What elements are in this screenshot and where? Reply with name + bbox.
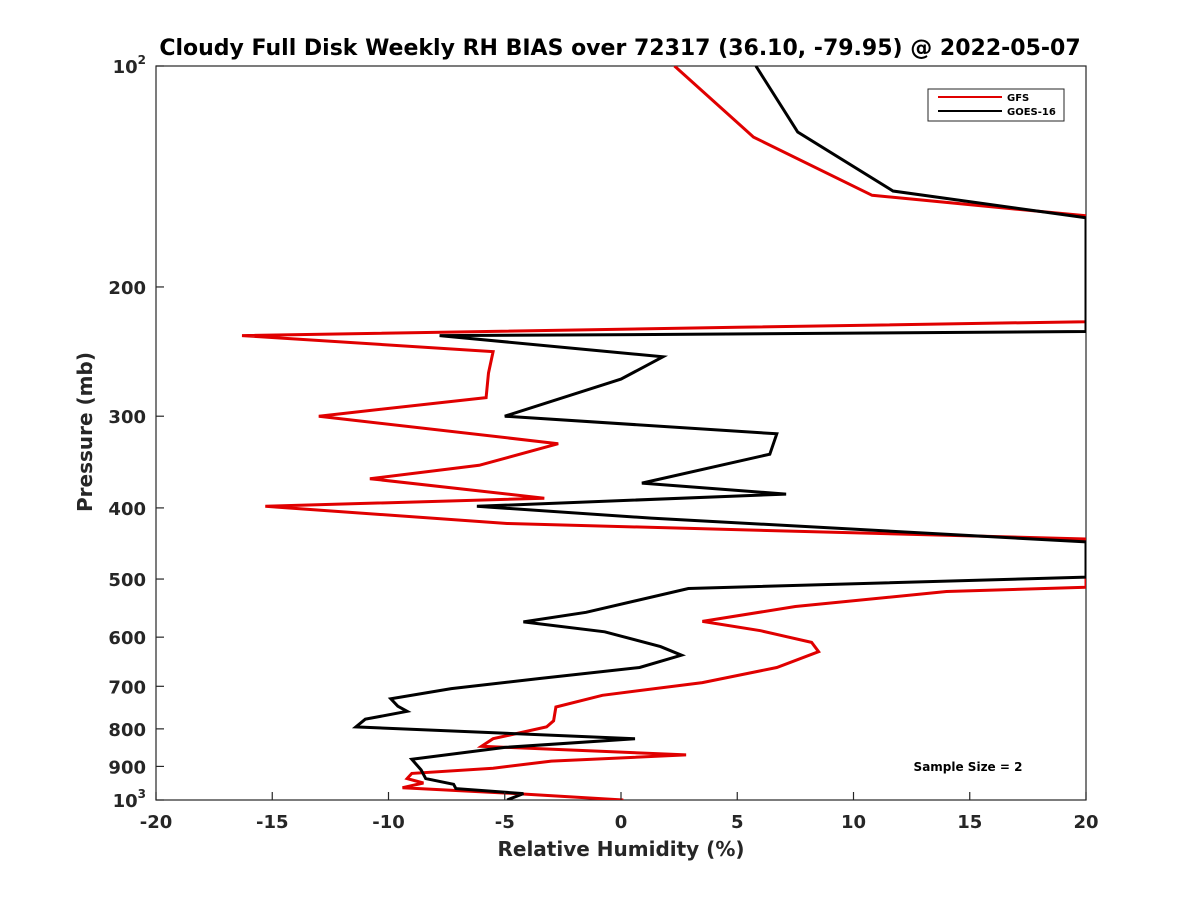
x-tick-label: -20 bbox=[140, 812, 173, 833]
plot-area bbox=[155, 65, 1087, 801]
y-axis: 102 200 300 400 500 600 700 800 900 103 bbox=[108, 53, 164, 812]
y-tick-label: 900 bbox=[108, 757, 146, 778]
chart-title: Cloudy Full Disk Weekly RH BIAS over 723… bbox=[159, 36, 1080, 61]
x-axis: -20 -15 -10 -5 0 5 10 15 20 bbox=[140, 792, 1099, 833]
y-tick-label: 700 bbox=[108, 677, 146, 698]
series-line-gfs bbox=[241, 66, 1086, 800]
x-tick-label: -10 bbox=[372, 812, 405, 833]
y-tick-label: 800 bbox=[108, 720, 146, 741]
plot-frame bbox=[155, 65, 1087, 801]
y-tick-label: 200 bbox=[108, 278, 146, 299]
x-tick-label: -5 bbox=[495, 812, 515, 833]
legend: GFS GOES-16 bbox=[927, 88, 1065, 122]
y-axis-label: Pressure (mb) bbox=[73, 352, 97, 512]
x-tick-label: 5 bbox=[731, 812, 744, 833]
x-tick-label: 15 bbox=[957, 812, 982, 833]
legend-entry-gfs: GFS bbox=[1007, 93, 1029, 104]
y-tick-label: 300 bbox=[108, 407, 146, 428]
series-line-goes16 bbox=[351, 66, 1086, 800]
sample-size-annotation: Sample Size = 2 bbox=[914, 760, 1023, 774]
y-tick-label: 600 bbox=[108, 628, 146, 649]
y-tick-label: 400 bbox=[108, 499, 146, 520]
x-tick-label: -15 bbox=[256, 812, 289, 833]
x-axis-label: Relative Humidity (%) bbox=[497, 837, 744, 861]
legend-entry-goes16: GOES-16 bbox=[1007, 107, 1056, 118]
series-layer bbox=[241, 66, 1086, 800]
x-tick-label: 10 bbox=[841, 812, 866, 833]
y-tick-label: 102 bbox=[113, 53, 146, 78]
x-tick-label: 0 bbox=[615, 812, 628, 833]
x-tick-label: 20 bbox=[1073, 812, 1098, 833]
y-tick-label: 103 bbox=[113, 787, 146, 812]
y-tick-label: 500 bbox=[108, 570, 146, 591]
legend-box bbox=[927, 88, 1065, 122]
